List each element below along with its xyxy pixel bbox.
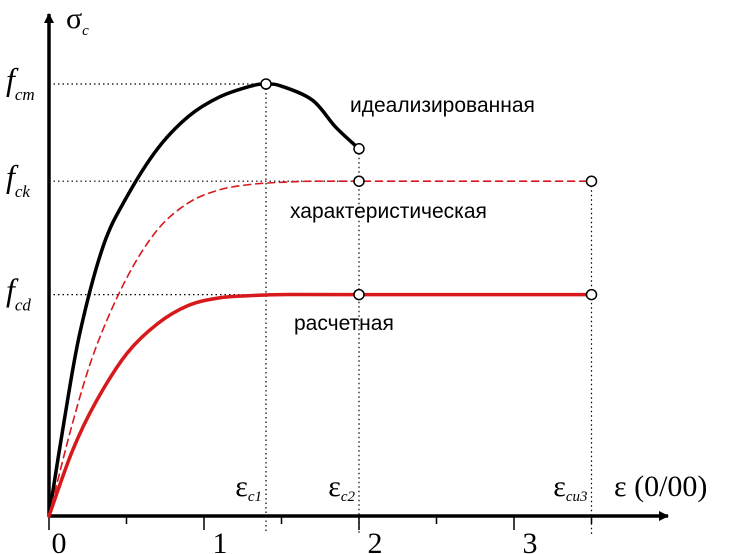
strain-label-cu3: εcu3 [553,470,587,505]
y-level-label-cd: fcd [6,272,31,315]
y-level-label-cm: fcm [6,61,35,104]
series-line-2 [48,180,593,517]
strain-label-c1: εc1 [235,470,262,505]
label-group: 0 1 2 3 идеализированная характеристическая ра… [6,61,588,554]
x-axis-ticks [48,516,593,530]
x-axis-label: ε (0/00) [614,470,707,503]
marker-s1-1 [260,78,272,90]
marker-s3-1 [353,288,365,301]
x-tick-label-3: 3 [523,527,538,554]
strain-label-c2: εc2 [328,470,355,505]
x-tick-label-0: 0 [52,527,67,554]
x-tick-label-1: 1 [213,527,228,554]
marker-s2-2 [585,175,598,187]
series-label-2: характеристическая [290,200,487,223]
marker-s3-2 [585,288,598,301]
series-label-1: идеализированная [350,94,535,117]
marker-s2-1 [353,175,365,187]
series-group [47,82,594,518]
marker-group [260,78,598,301]
series-line-1 [47,82,361,518]
x-tick-label-2: 2 [368,527,383,554]
marker-s1-2 [353,143,365,155]
y-axis-label: σc [66,2,89,39]
series-label-3: расчетная [294,312,394,335]
guide-lines [49,83,593,534]
y-level-label-ck: fck [6,158,30,201]
